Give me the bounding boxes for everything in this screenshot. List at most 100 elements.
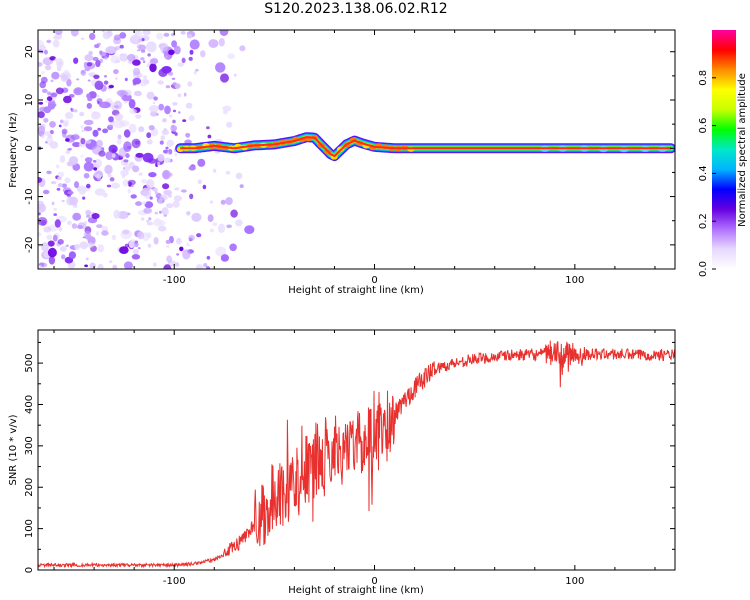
noise-speckle bbox=[230, 209, 238, 218]
noise-speckle bbox=[80, 125, 84, 129]
noise-speckle bbox=[99, 58, 104, 64]
noise-speckle bbox=[164, 105, 171, 115]
noise-speckle bbox=[41, 242, 49, 252]
noise-speckle bbox=[104, 32, 111, 37]
noise-speckle bbox=[55, 58, 64, 69]
noise-speckle bbox=[127, 179, 136, 186]
noise-speckle bbox=[140, 217, 145, 221]
noise-speckle bbox=[55, 87, 64, 95]
noise-speckle bbox=[43, 106, 51, 114]
noise-speckle bbox=[143, 207, 152, 214]
snr-x-axis-label: Height of straight line (km) bbox=[288, 585, 424, 596]
noise-speckle bbox=[220, 199, 226, 205]
noise-speckle bbox=[168, 49, 175, 56]
noise-speckle bbox=[152, 262, 157, 267]
noise-speckle bbox=[163, 189, 173, 196]
noise-speckle bbox=[92, 160, 97, 163]
noise-speckle bbox=[86, 62, 93, 67]
noise-speckle bbox=[104, 56, 108, 61]
noise-speckle bbox=[43, 117, 49, 123]
noise-speckle bbox=[148, 125, 155, 131]
noise-speckle bbox=[123, 100, 128, 104]
noise-speckle bbox=[122, 229, 130, 235]
noise-speckle bbox=[93, 167, 98, 171]
noise-speckle bbox=[136, 75, 140, 79]
noise-speckle bbox=[79, 241, 89, 250]
noise-speckle bbox=[76, 225, 84, 229]
noise-speckle bbox=[188, 165, 196, 171]
noise-speckle bbox=[177, 62, 184, 67]
noise-speckle bbox=[128, 240, 135, 249]
spectrogram-y-tick-label: 20 bbox=[24, 45, 35, 58]
noise-speckle bbox=[86, 183, 91, 189]
noise-speckle bbox=[57, 171, 65, 178]
noise-speckle bbox=[96, 224, 103, 229]
noise-speckle bbox=[73, 87, 84, 96]
noise-speckle bbox=[110, 55, 120, 64]
noise-speckle bbox=[149, 58, 159, 65]
noise-speckle bbox=[135, 152, 144, 158]
noise-speckle bbox=[103, 75, 108, 78]
noise-speckle bbox=[130, 194, 137, 199]
noise-speckle bbox=[145, 179, 155, 189]
noise-speckle bbox=[48, 256, 56, 265]
noise-speckle bbox=[46, 39, 52, 44]
noise-speckle bbox=[84, 54, 94, 62]
snr-x-tick-label: 0 bbox=[371, 576, 377, 587]
noise-speckle bbox=[202, 184, 207, 190]
noise-speckle bbox=[65, 244, 69, 247]
ridge-center-line bbox=[180, 136, 671, 158]
spectrogram-x-tick-label: 0 bbox=[371, 275, 377, 286]
noise-speckle bbox=[226, 121, 233, 128]
noise-speckle bbox=[53, 213, 57, 216]
noise-speckle bbox=[41, 71, 45, 75]
noise-speckle bbox=[173, 195, 182, 202]
noise-speckle bbox=[189, 193, 194, 200]
noise-speckle bbox=[158, 225, 167, 232]
noise-speckle bbox=[121, 54, 127, 60]
noise-speckle bbox=[166, 151, 170, 155]
noise-speckle bbox=[83, 119, 94, 126]
noise-speckle bbox=[109, 177, 115, 182]
noise-speckle bbox=[182, 249, 191, 260]
noise-speckle bbox=[215, 246, 227, 257]
noise-speckle bbox=[134, 242, 139, 248]
noise-speckle bbox=[138, 172, 143, 176]
figure-title: S120.2023.138.06.02.R12 bbox=[264, 1, 448, 17]
noise-speckle bbox=[52, 39, 60, 48]
noise-speckle bbox=[168, 114, 173, 118]
noise-speckle bbox=[89, 32, 96, 41]
snr-y-tick-label: 300 bbox=[24, 436, 35, 455]
noise-speckle bbox=[57, 239, 64, 245]
noise-speckle bbox=[38, 231, 42, 237]
noise-speckle bbox=[98, 150, 106, 157]
noise-speckle bbox=[132, 67, 141, 76]
noise-speckle bbox=[215, 62, 226, 73]
noise-speckle bbox=[93, 74, 100, 80]
noise-speckle bbox=[154, 191, 158, 195]
noise-speckle bbox=[72, 141, 81, 148]
noise-speckle bbox=[42, 189, 50, 195]
colorbar-gradient bbox=[712, 30, 736, 269]
noise-speckle bbox=[127, 53, 136, 62]
noise-speckle bbox=[159, 42, 169, 52]
noise-speckle bbox=[105, 46, 117, 54]
noise-speckle bbox=[59, 155, 66, 163]
noise-speckle bbox=[99, 50, 103, 55]
noise-speckle bbox=[51, 201, 55, 206]
noise-speckle bbox=[99, 101, 111, 109]
noise-speckle bbox=[131, 253, 141, 260]
noise-speckle bbox=[163, 157, 171, 163]
noise-speckle bbox=[113, 119, 125, 129]
noise-speckle bbox=[73, 57, 79, 64]
noise-speckle bbox=[166, 255, 173, 263]
noise-speckle bbox=[102, 192, 108, 198]
spectrogram-y-tick-label: 10 bbox=[24, 94, 35, 107]
noise-speckle bbox=[163, 264, 172, 269]
noise-speckle bbox=[189, 49, 194, 55]
noise-speckle bbox=[196, 233, 202, 238]
snr-x-tick-label: 100 bbox=[565, 576, 584, 587]
noise-speckle bbox=[85, 209, 92, 216]
noise-speckle bbox=[144, 201, 154, 209]
